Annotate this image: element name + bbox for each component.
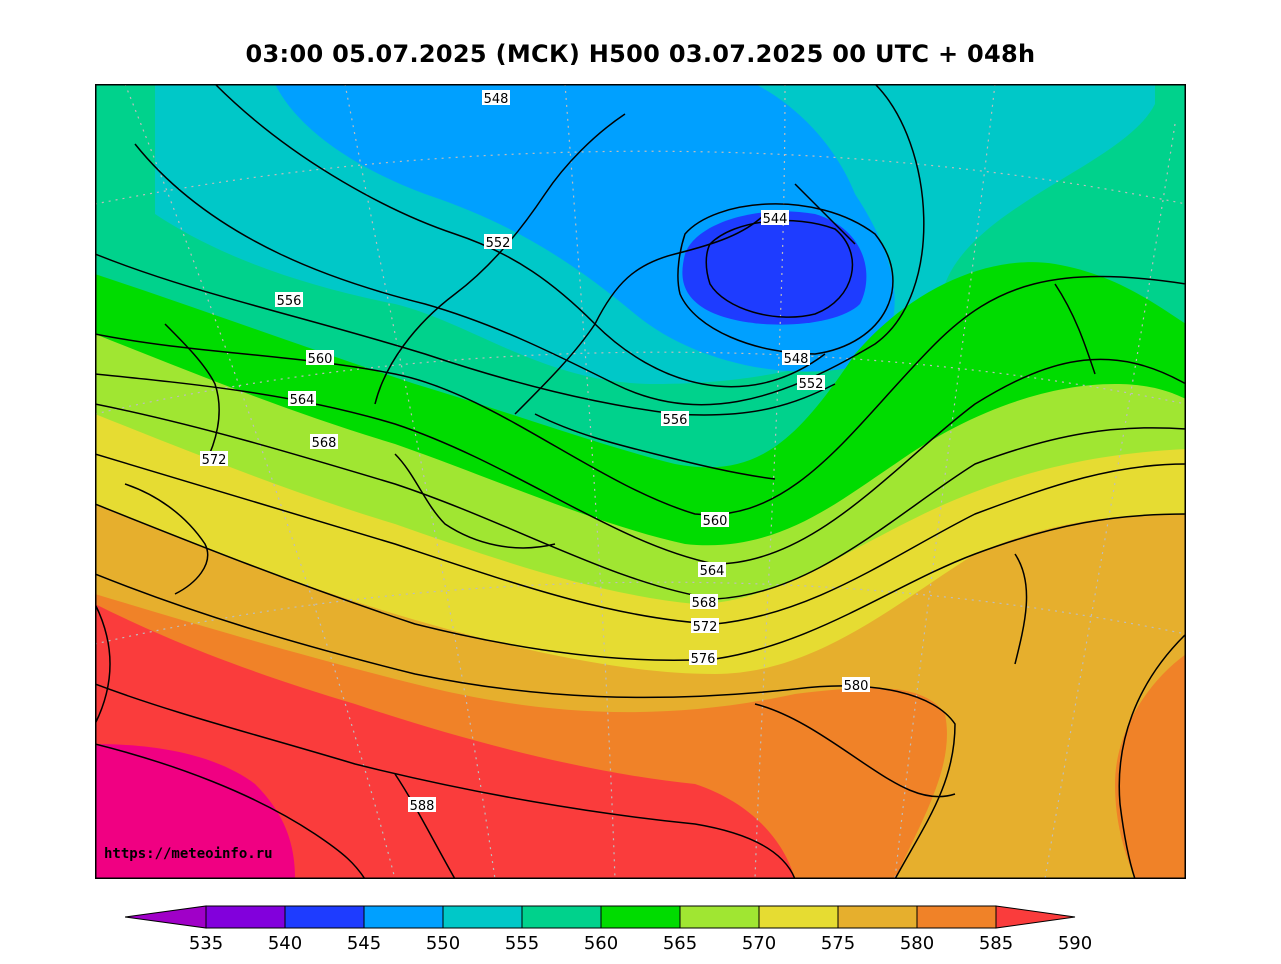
colorbar-extend-high [995,905,1076,929]
svg-text:552: 552 [799,377,824,392]
contour-label: 548 [482,90,510,107]
contour-label: 556 [275,292,303,309]
svg-text:580: 580 [844,679,869,694]
contour-labels: 548 552 556 560 564 [200,90,870,814]
svg-text:572: 572 [202,453,227,468]
contour-560 [95,275,1186,516]
contour-label: 552 [484,234,512,251]
band-580-585-east [1115,654,1186,879]
graticule [95,84,1186,879]
colorbar-tick-label: 570 [742,933,776,954]
colorbar-swatch [363,905,444,929]
colorbar-swatches [124,905,1076,929]
contour-label: 552 [797,375,825,392]
svg-text:552: 552 [486,236,511,251]
colorbar-tick-label: 545 [347,933,381,954]
colorbar-swatch [758,905,839,929]
geopotential-map: 548 552 556 560 564 [95,84,1186,879]
colorbar-extend-low [124,905,207,929]
colorbar-swatch [284,905,365,929]
colorbar-tick-label: 580 [900,933,934,954]
contour-label: 568 [310,434,338,451]
svg-text:556: 556 [277,294,302,309]
contour-label: 544 [761,210,789,227]
contour-584-east [1118,633,1186,879]
colorbar-swatch [679,905,760,929]
colorbar-swatch [442,905,523,929]
svg-text:564: 564 [290,393,315,408]
colorbar-tick-label: 590 [1058,933,1092,954]
svg-text:568: 568 [312,436,337,451]
svg-text:544: 544 [763,212,788,227]
colorbar-tick-label: 535 [189,933,223,954]
colorbar: 535 540 545 550 555 560 565 570 575 580 585 590 [124,904,1156,960]
colorbar-swatch [837,905,918,929]
contour-label: 580 [842,677,870,694]
contour-556 [95,253,836,416]
svg-text:588: 588 [410,799,435,814]
map-title: 03:00 05.07.2025 (МСК) H500 03.07.2025 0… [245,40,1036,68]
contour-label: 564 [288,391,316,408]
contour-label: 560 [306,350,334,367]
svg-text:576: 576 [691,652,716,667]
svg-text:564: 564 [700,564,725,579]
svg-text:572: 572 [693,620,718,635]
contour-label: 572 [200,451,228,468]
colorbar-tick-label: 540 [268,933,302,954]
colorbar-tick-label: 565 [663,933,697,954]
contour-588 [95,743,366,879]
svg-text:560: 560 [703,514,728,529]
colorbar-tick-label: 560 [584,933,618,954]
svg-text:548: 548 [484,92,509,107]
contour-580 [95,573,956,879]
colorbar-tick-label: 585 [979,933,1013,954]
svg-text:568: 568 [692,596,717,611]
colorbar-swatch [600,905,681,929]
contour-548-ring [677,203,894,355]
svg-text:556: 556 [663,413,688,428]
contour-label: 568 [690,594,718,611]
colorbar-tick-label: 575 [821,933,855,954]
colorbar-tick-label: 550 [426,933,460,954]
colorbar-labels: 535 540 545 550 555 560 565 570 575 580 585 590 [189,933,1092,954]
colorbar-swatch [521,905,602,929]
colorbar-swatch [205,905,286,929]
band-590-plus [95,744,295,879]
contour-label: 560 [701,512,729,529]
contour-label: 564 [698,562,726,579]
contour-label: 572 [691,618,719,635]
contour-584 [95,683,796,879]
colorbar-tick-label: 555 [505,933,539,954]
contour-552-north [134,84,925,406]
contour-label: 588 [408,797,436,814]
source-watermark: https://meteoinfo.ru [104,846,273,862]
contour-label: 556 [661,411,689,428]
contour-548-north [214,84,826,388]
colorbar-swatch [916,905,997,929]
svg-text:560: 560 [308,352,333,367]
band-540-545 [682,211,867,325]
contour-label: 576 [689,650,717,667]
svg-text:548: 548 [784,352,809,367]
contour-label: 548 [782,350,810,367]
